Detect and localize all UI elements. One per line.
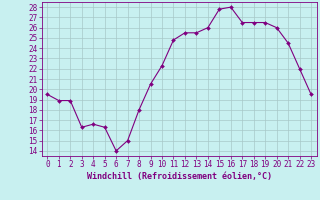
X-axis label: Windchill (Refroidissement éolien,°C): Windchill (Refroidissement éolien,°C) (87, 172, 272, 181)
